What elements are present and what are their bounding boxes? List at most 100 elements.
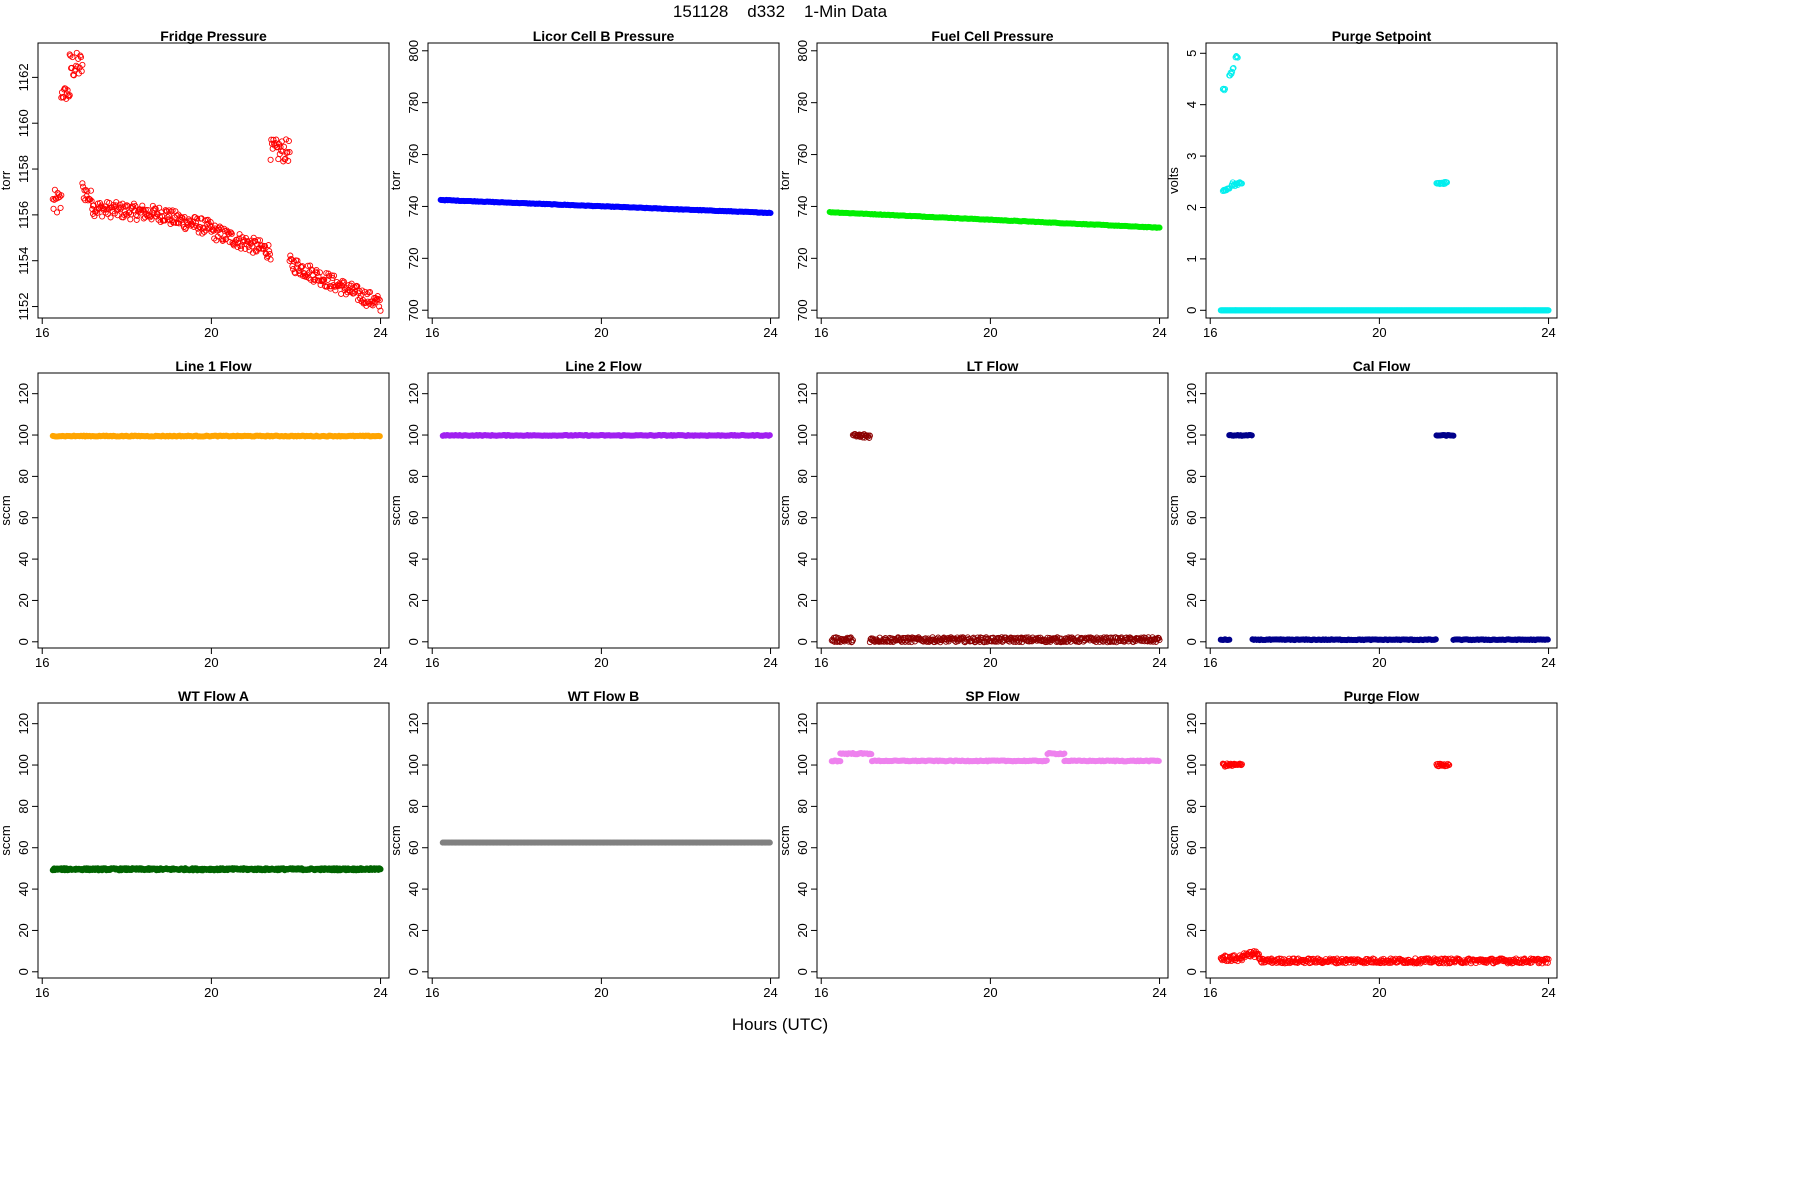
y-tick-label: 100 bbox=[406, 424, 421, 446]
y-tick-label: 40 bbox=[795, 552, 810, 566]
x-tick-label: 24 bbox=[1152, 985, 1166, 1000]
y-axis-label: sccm bbox=[388, 495, 403, 525]
plot-frame bbox=[1205, 702, 1558, 979]
x-tick-label: 24 bbox=[1152, 325, 1166, 340]
x-tick-label: 16 bbox=[1203, 655, 1217, 670]
data-point bbox=[87, 187, 94, 194]
y-tick-label: 1152 bbox=[16, 293, 31, 321]
y-tick-label: 60 bbox=[1184, 841, 1199, 855]
data-point bbox=[766, 432, 773, 439]
plot-frame bbox=[37, 372, 390, 649]
y-tick-label: 2 bbox=[1184, 204, 1199, 211]
panel-title: Purge Flow bbox=[1344, 688, 1420, 704]
y-tick-label: 1154 bbox=[16, 247, 31, 275]
y-tick-label: 700 bbox=[406, 299, 421, 321]
panel-purge-flow: Purge Flow 16 20 24 0 20 40 60 80 100 120 sccm bbox=[1166, 688, 1558, 1000]
y-tick-label: 60 bbox=[1184, 511, 1199, 525]
data-point bbox=[297, 271, 304, 278]
y-tick-label: 80 bbox=[16, 799, 31, 813]
y-tick-label: 100 bbox=[1184, 754, 1199, 776]
data-point bbox=[53, 209, 61, 216]
y-tick-label: 0 bbox=[795, 968, 810, 975]
y-tick-label: 80 bbox=[406, 799, 421, 813]
y-axis-label: volts bbox=[1166, 167, 1181, 194]
y-tick-label: 1 bbox=[1184, 255, 1199, 262]
y-tick-label: 40 bbox=[795, 882, 810, 896]
x-tick-label: 20 bbox=[594, 325, 608, 340]
y-tick-label: 40 bbox=[406, 882, 421, 896]
y-axis-label: sccm bbox=[0, 495, 13, 525]
data-point bbox=[1043, 757, 1050, 764]
data-point bbox=[267, 256, 274, 263]
x-tick-label: 20 bbox=[983, 325, 997, 340]
data-point bbox=[332, 287, 339, 294]
y-tick-label: 100 bbox=[795, 754, 810, 776]
data-point bbox=[298, 264, 305, 271]
data-points bbox=[1217, 760, 1552, 967]
x-tick-label: 16 bbox=[1203, 325, 1217, 340]
plot-frame bbox=[37, 42, 390, 319]
y-axis-label: sccm bbox=[388, 825, 403, 855]
y-tick-label: 60 bbox=[406, 841, 421, 855]
data-points bbox=[1217, 431, 1551, 644]
data-point bbox=[57, 204, 64, 211]
data-points bbox=[1217, 53, 1552, 314]
y-tick-label: 700 bbox=[795, 299, 810, 321]
data-point bbox=[265, 242, 272, 249]
x-tick-label: 16 bbox=[425, 325, 439, 340]
plot-frame bbox=[37, 702, 390, 979]
data-point bbox=[1221, 85, 1229, 93]
data-point bbox=[118, 204, 125, 211]
y-tick-label: 780 bbox=[406, 92, 421, 114]
panel-lt-flow: LT Flow 16 20 24 0 20 40 60 80 100 120 sccm bbox=[777, 358, 1169, 670]
y-tick-label: 20 bbox=[1184, 923, 1199, 937]
data-point bbox=[1234, 54, 1241, 61]
data-point bbox=[304, 262, 311, 269]
x-tick-label: 20 bbox=[594, 655, 608, 670]
panel-wt-flow-a: WT Flow A 16 20 24 0 20 40 60 80 100 120 sccm bbox=[0, 688, 390, 1000]
y-tick-label: 20 bbox=[795, 593, 810, 607]
data-point bbox=[78, 68, 85, 75]
data-point bbox=[50, 205, 57, 212]
panel-title: Line 2 Flow bbox=[565, 358, 641, 374]
data-point bbox=[1233, 53, 1240, 60]
data-point bbox=[202, 227, 209, 234]
data-point bbox=[1155, 757, 1162, 765]
data-point bbox=[287, 252, 294, 259]
y-axis-label: sccm bbox=[1166, 495, 1181, 525]
y-tick-label: 80 bbox=[795, 799, 810, 813]
data-point bbox=[1221, 87, 1228, 94]
data-point bbox=[223, 235, 230, 242]
panel-wt-flow-b: WT Flow B 16 20 24 0 20 40 60 80 100 120 sccm bbox=[388, 688, 780, 1000]
panel-title: Fridge Pressure bbox=[160, 28, 267, 44]
y-tick-label: 80 bbox=[1184, 469, 1199, 483]
data-point bbox=[201, 228, 208, 236]
data-point bbox=[127, 216, 134, 223]
panel-title: Purge Setpoint bbox=[1332, 28, 1432, 44]
y-tick-label: 80 bbox=[406, 469, 421, 483]
data-point bbox=[168, 208, 175, 215]
data-point bbox=[767, 209, 774, 217]
data-points bbox=[828, 749, 1162, 765]
y-tick-label: 0 bbox=[1184, 307, 1199, 314]
x-tick-label: 20 bbox=[204, 325, 218, 340]
data-point bbox=[1156, 224, 1163, 231]
y-axis-label: torr bbox=[388, 170, 403, 190]
y-tick-label: 0 bbox=[406, 968, 421, 975]
x-tick-label: 20 bbox=[594, 985, 608, 1000]
data-point bbox=[340, 278, 347, 285]
data-point bbox=[266, 248, 273, 255]
y-tick-label: 120 bbox=[16, 383, 31, 405]
data-point bbox=[234, 243, 241, 251]
data-point bbox=[123, 202, 130, 209]
panel-title: WT Flow A bbox=[178, 688, 249, 704]
data-point bbox=[222, 236, 229, 243]
x-tick-label: 16 bbox=[35, 325, 49, 340]
y-tick-label: 40 bbox=[406, 552, 421, 566]
y-tick-label: 1162 bbox=[16, 63, 31, 91]
data-point bbox=[376, 297, 383, 304]
data-point bbox=[79, 180, 86, 187]
x-tick-label: 16 bbox=[814, 325, 828, 340]
y-tick-label: 20 bbox=[1184, 593, 1199, 607]
